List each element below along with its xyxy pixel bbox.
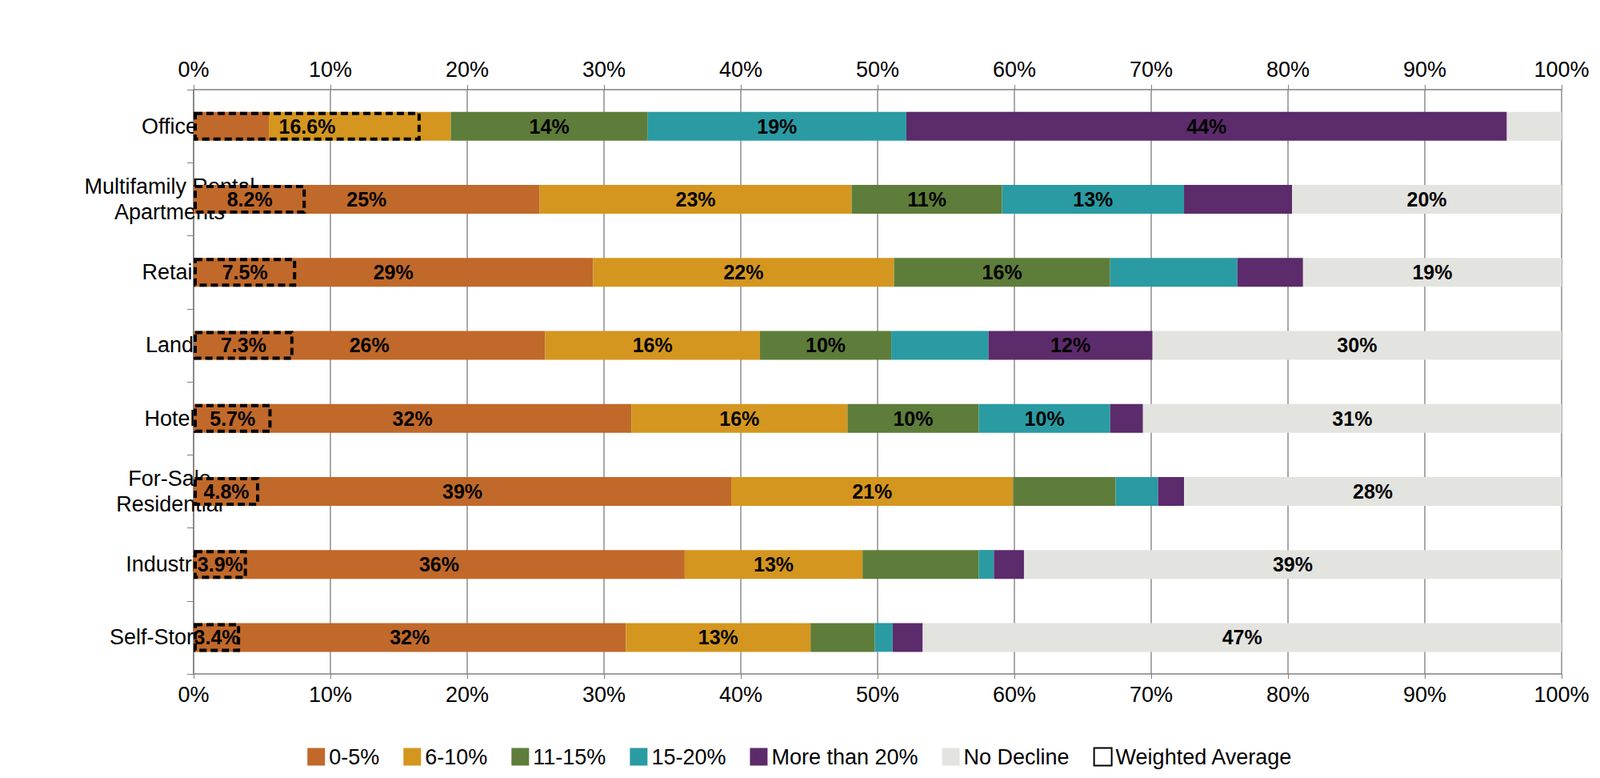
svg-text:14%: 14%	[529, 115, 570, 138]
svg-text:90%: 90%	[1403, 57, 1447, 82]
svg-text:25%: 25%	[346, 188, 387, 211]
svg-text:Hotel: Hotel	[144, 406, 195, 431]
svg-text:6-10%: 6-10%	[424, 744, 488, 769]
svg-text:3.4%: 3.4%	[194, 625, 240, 648]
svg-text:10%: 10%	[892, 407, 933, 430]
svg-text:Office: Office	[141, 114, 198, 139]
svg-text:39%: 39%	[1272, 552, 1313, 576]
svg-text:Land: Land	[145, 332, 194, 357]
svg-text:7.3%: 7.3%	[220, 333, 267, 356]
svg-text:31%: 31%	[1332, 407, 1372, 430]
svg-text:15-20%: 15-20%	[651, 744, 726, 769]
svg-text:More than 20%: More than 20%	[771, 744, 918, 769]
svg-text:0%: 0%	[177, 682, 209, 707]
svg-text:10%: 10%	[308, 682, 352, 707]
svg-text:No Decline: No Decline	[964, 744, 1070, 769]
svg-text:3.9%: 3.9%	[197, 552, 244, 576]
svg-text:Self-Storage: Self-Storage	[109, 625, 230, 650]
svg-text:5.7%: 5.7%	[209, 407, 256, 430]
svg-text:Residential: Residential	[116, 491, 224, 516]
svg-text:12%: 12%	[1050, 333, 1091, 356]
svg-text:50%: 50%	[856, 682, 900, 707]
svg-text:40%: 40%	[719, 682, 763, 707]
svg-text:11-15%: 11-15%	[532, 744, 606, 769]
svg-text:Multifamily Rental: Multifamily Rental	[84, 174, 255, 199]
svg-text:10%: 10%	[308, 57, 352, 82]
svg-text:13%: 13%	[753, 552, 794, 576]
svg-text:20%: 20%	[1407, 188, 1448, 211]
svg-text:8.2%: 8.2%	[227, 188, 273, 211]
svg-text:30%: 30%	[582, 682, 626, 707]
svg-text:20%: 20%	[445, 682, 489, 707]
svg-text:30%: 30%	[582, 57, 626, 82]
svg-text:4.8%: 4.8%	[204, 480, 250, 503]
svg-text:23%: 23%	[676, 188, 716, 211]
svg-text:32%: 32%	[389, 625, 430, 648]
svg-text:11%: 11%	[907, 188, 947, 211]
svg-text:Industrial: Industrial	[125, 552, 214, 577]
svg-text:60%: 60%	[992, 57, 1036, 82]
svg-text:28%: 28%	[1352, 480, 1393, 503]
svg-text:70%: 70%	[1129, 57, 1173, 82]
svg-text:19%: 19%	[1412, 260, 1452, 284]
svg-text:0-5%: 0-5%	[328, 744, 380, 769]
svg-text:7.5%: 7.5%	[222, 260, 268, 284]
svg-text:16.6%: 16.6%	[278, 115, 336, 138]
svg-text:26%: 26%	[349, 333, 390, 356]
svg-text:100%: 100%	[1533, 682, 1589, 707]
svg-text:60%: 60%	[992, 682, 1036, 707]
svg-text:44%: 44%	[1186, 115, 1227, 138]
svg-text:29%: 29%	[373, 260, 414, 284]
svg-text:30%: 30%	[1336, 333, 1377, 356]
svg-text:100%: 100%	[1533, 57, 1589, 82]
svg-text:Apartments: Apartments	[114, 199, 225, 224]
svg-text:40%: 40%	[719, 57, 763, 82]
svg-text:80%: 80%	[1266, 682, 1310, 707]
svg-text:70%: 70%	[1129, 682, 1173, 707]
svg-text:50%: 50%	[856, 57, 900, 82]
svg-text:10%: 10%	[1024, 407, 1065, 430]
svg-text:For-Sale: For-Sale	[128, 466, 212, 491]
svg-text:22%: 22%	[723, 260, 764, 284]
svg-text:90%: 90%	[1403, 682, 1447, 707]
svg-text:21%: 21%	[852, 480, 892, 503]
svg-text:16%: 16%	[982, 260, 1023, 284]
svg-text:36%: 36%	[419, 552, 460, 576]
svg-text:13%: 13%	[698, 625, 739, 648]
svg-text:13%: 13%	[1072, 188, 1113, 211]
svg-text:47%: 47%	[1222, 625, 1263, 648]
svg-text:16%: 16%	[719, 407, 760, 430]
svg-text:80%: 80%	[1266, 57, 1310, 82]
svg-text:39%: 39%	[442, 480, 483, 503]
svg-text:10%: 10%	[805, 333, 846, 356]
svg-text:19%: 19%	[756, 115, 797, 138]
svg-text:0%: 0%	[177, 57, 209, 82]
svg-text:16%: 16%	[632, 333, 673, 356]
svg-text:20%: 20%	[445, 57, 489, 82]
svg-text:Retail: Retail	[141, 260, 197, 284]
svg-text:32%: 32%	[392, 407, 433, 430]
svg-text:Weighted Average: Weighted Average	[1116, 744, 1292, 769]
